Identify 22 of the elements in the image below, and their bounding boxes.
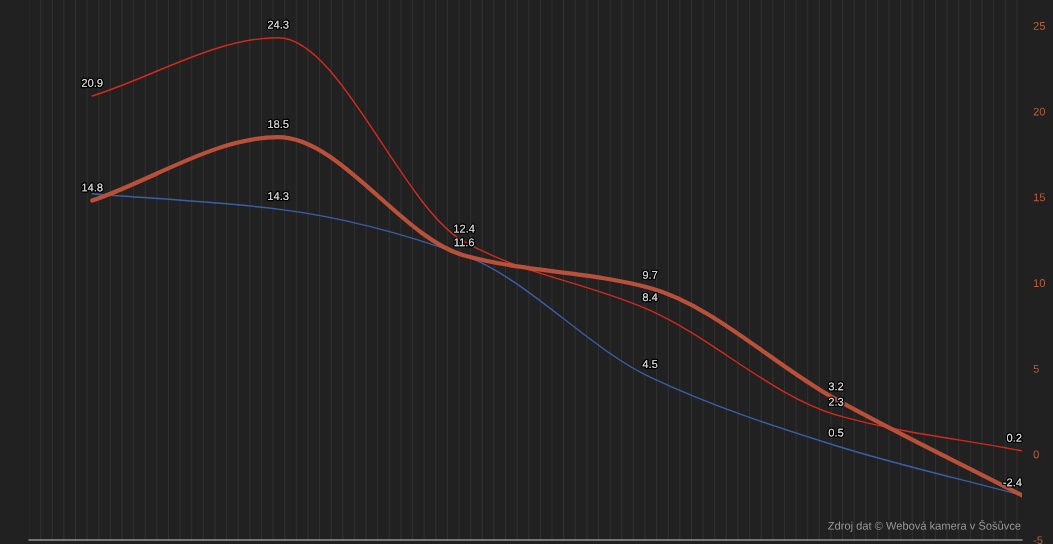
- data-label: 0.2: [1006, 433, 1022, 442]
- data-label: 0.5: [828, 428, 844, 437]
- y-tick-label: 25: [1033, 21, 1045, 30]
- y-tick-label: 20: [1033, 107, 1046, 116]
- data-label: 20.9: [81, 78, 103, 87]
- data-label: 12.4: [454, 224, 475, 233]
- data-label: 3.2: [828, 382, 844, 391]
- data-label: 14.8: [82, 183, 103, 192]
- y-tick-label: -5: [1033, 536, 1043, 544]
- data-label: 18.5: [268, 120, 289, 128]
- data-label: -2.4: [1003, 478, 1022, 487]
- data-label: 4.5: [642, 360, 658, 368]
- data-label: 8.4: [642, 293, 658, 302]
- y-tick-label: 15: [1033, 193, 1045, 202]
- data-label: 24.3: [267, 20, 289, 29]
- data-label: 9.7: [642, 270, 658, 279]
- data-label: 14.3: [268, 192, 289, 200]
- data-label: 2.3: [828, 397, 844, 406]
- y-tick-label: 5: [1033, 364, 1039, 373]
- y-tick-label: 0: [1033, 450, 1039, 459]
- y-tick-label: 10: [1033, 279, 1046, 287]
- annotation: Zdroj dat © Webová kamera v Šošůvce: [828, 519, 1021, 532]
